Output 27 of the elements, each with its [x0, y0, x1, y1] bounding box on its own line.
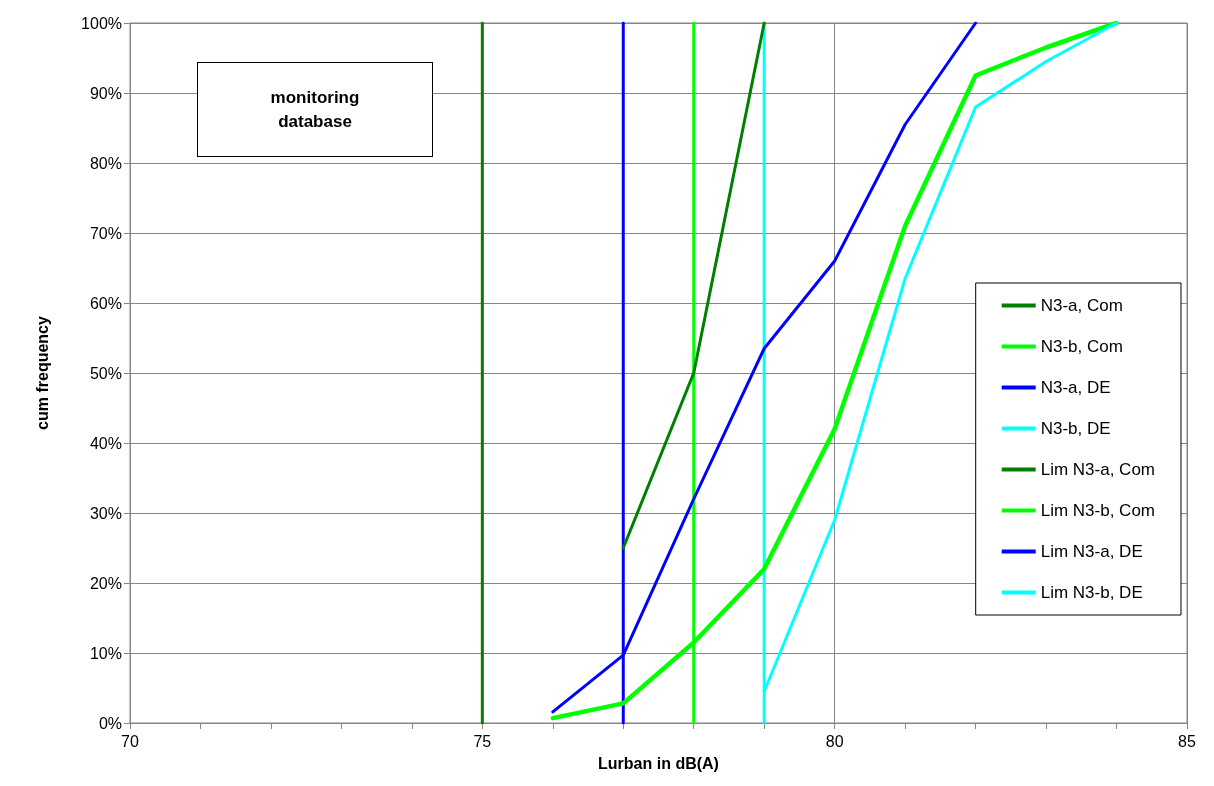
legend-label: Lim N3-a, Com	[1040, 460, 1156, 479]
x-tick-label: 75	[473, 732, 492, 750]
x-tick-label: 70	[121, 732, 139, 750]
legend-label: Lim N3-a, DE	[1040, 542, 1143, 561]
annotation: monitoring database	[269, 86, 361, 133]
x-tick-label: 80	[825, 732, 844, 750]
y-tick-label: 0%	[98, 714, 122, 732]
y-tick-label: 100%	[81, 14, 122, 32]
y-tick-label: 50%	[89, 364, 122, 382]
y-tick-label: 30%	[89, 504, 122, 522]
x-axis-title: Lurban in dB(A)	[598, 754, 719, 772]
legend-label: Lim N3-b, Com	[1040, 501, 1156, 520]
legend-label: N3-a, Com	[1040, 296, 1123, 315]
y-tick-label: 40%	[89, 434, 122, 452]
legend-label: N3-b, DE	[1040, 419, 1111, 438]
y-tick-label: 80%	[89, 154, 122, 172]
y-tick-label: 10%	[89, 644, 122, 662]
legend-label: Lim N3-b, DE	[1040, 583, 1143, 602]
note-box: monitoring database	[197, 62, 433, 157]
legend-label: N3-a, DE	[1040, 378, 1111, 397]
y-tick-label: 20%	[89, 574, 122, 592]
y-tick-label: 70%	[89, 224, 122, 242]
legend-label: N3-b, Com	[1040, 337, 1123, 356]
y-tick-label: 90%	[89, 84, 122, 102]
y-axis-title: cum frequency	[33, 315, 51, 430]
x-tick-label: 85	[1178, 732, 1196, 750]
y-tick-label: 60%	[89, 294, 122, 312]
